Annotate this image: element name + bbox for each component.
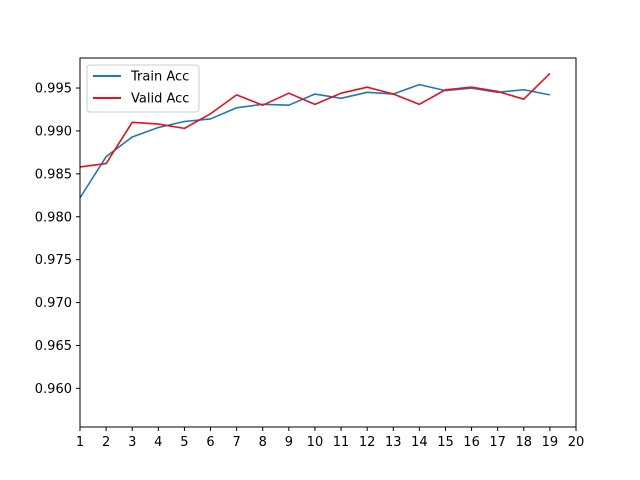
x-tick-label: 4 bbox=[154, 435, 162, 450]
x-tick-label: 13 bbox=[385, 435, 402, 450]
y-tick-label: 0.980 bbox=[35, 210, 72, 225]
x-tick-label: 12 bbox=[359, 435, 376, 450]
series-line-valid-acc bbox=[79, 72, 551, 168]
x-tick-label: 15 bbox=[437, 435, 454, 450]
x-tick-label: 3 bbox=[128, 435, 136, 450]
y-tick-label: 0.965 bbox=[35, 339, 72, 354]
x-tick-label: 17 bbox=[489, 435, 506, 450]
x-tick-label: 8 bbox=[259, 435, 267, 450]
x-tick-label: 11 bbox=[333, 435, 350, 450]
x-tick-label: 10 bbox=[307, 435, 324, 450]
y-tick-label: 0.960 bbox=[35, 382, 72, 397]
y-tick-label: 0.970 bbox=[35, 296, 72, 311]
x-tick-label: 5 bbox=[180, 435, 188, 450]
y-axis: 0.960 0.965 0.970 0.975 0.980 0.985 0.990 0.995 bbox=[35, 82, 80, 397]
y-tick-label: 0.995 bbox=[35, 82, 72, 97]
series-line-train-acc bbox=[79, 83, 551, 199]
x-tick-label: 18 bbox=[516, 435, 533, 450]
x-tick-label: 19 bbox=[542, 435, 559, 450]
legend: Train Acc Valid Acc bbox=[86, 64, 200, 113]
x-tick-label: 1 bbox=[76, 435, 84, 450]
y-tick-label: 0.985 bbox=[35, 167, 72, 182]
x-tick-label: 7 bbox=[232, 435, 240, 450]
x-tick-label: 6 bbox=[206, 435, 214, 450]
legend-label-valid: Valid Acc bbox=[131, 92, 189, 107]
series-layer bbox=[79, 72, 551, 199]
x-tick-label: 20 bbox=[568, 435, 585, 450]
plot-area bbox=[80, 58, 576, 427]
plot-frame bbox=[79, 57, 577, 428]
legend-label-train: Train Acc bbox=[130, 70, 189, 85]
y-tick-label: 0.990 bbox=[35, 124, 72, 139]
x-tick-label: 16 bbox=[463, 435, 480, 450]
x-tick-label: 2 bbox=[102, 435, 110, 450]
x-tick-label: 14 bbox=[411, 435, 428, 450]
x-tick-label: 9 bbox=[285, 435, 293, 450]
y-tick-label: 0.975 bbox=[35, 253, 72, 268]
x-axis: 1 2 3 4 5 6 7 8 9 10 11 12 13 14 15 16 17 18 19 20 bbox=[76, 427, 584, 450]
